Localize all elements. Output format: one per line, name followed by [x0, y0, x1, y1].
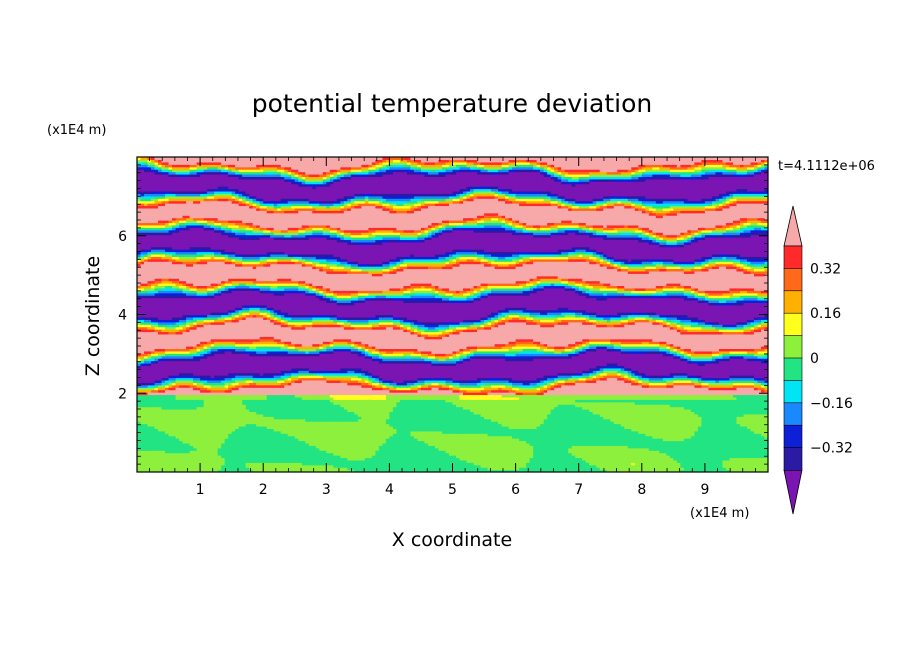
- chart-title: potential temperature deviation: [252, 89, 652, 118]
- y-axis-unit: (x1E4 m): [47, 123, 106, 138]
- contour-field: [137, 157, 769, 473]
- time-label: t=4.1112e+06: [778, 159, 875, 174]
